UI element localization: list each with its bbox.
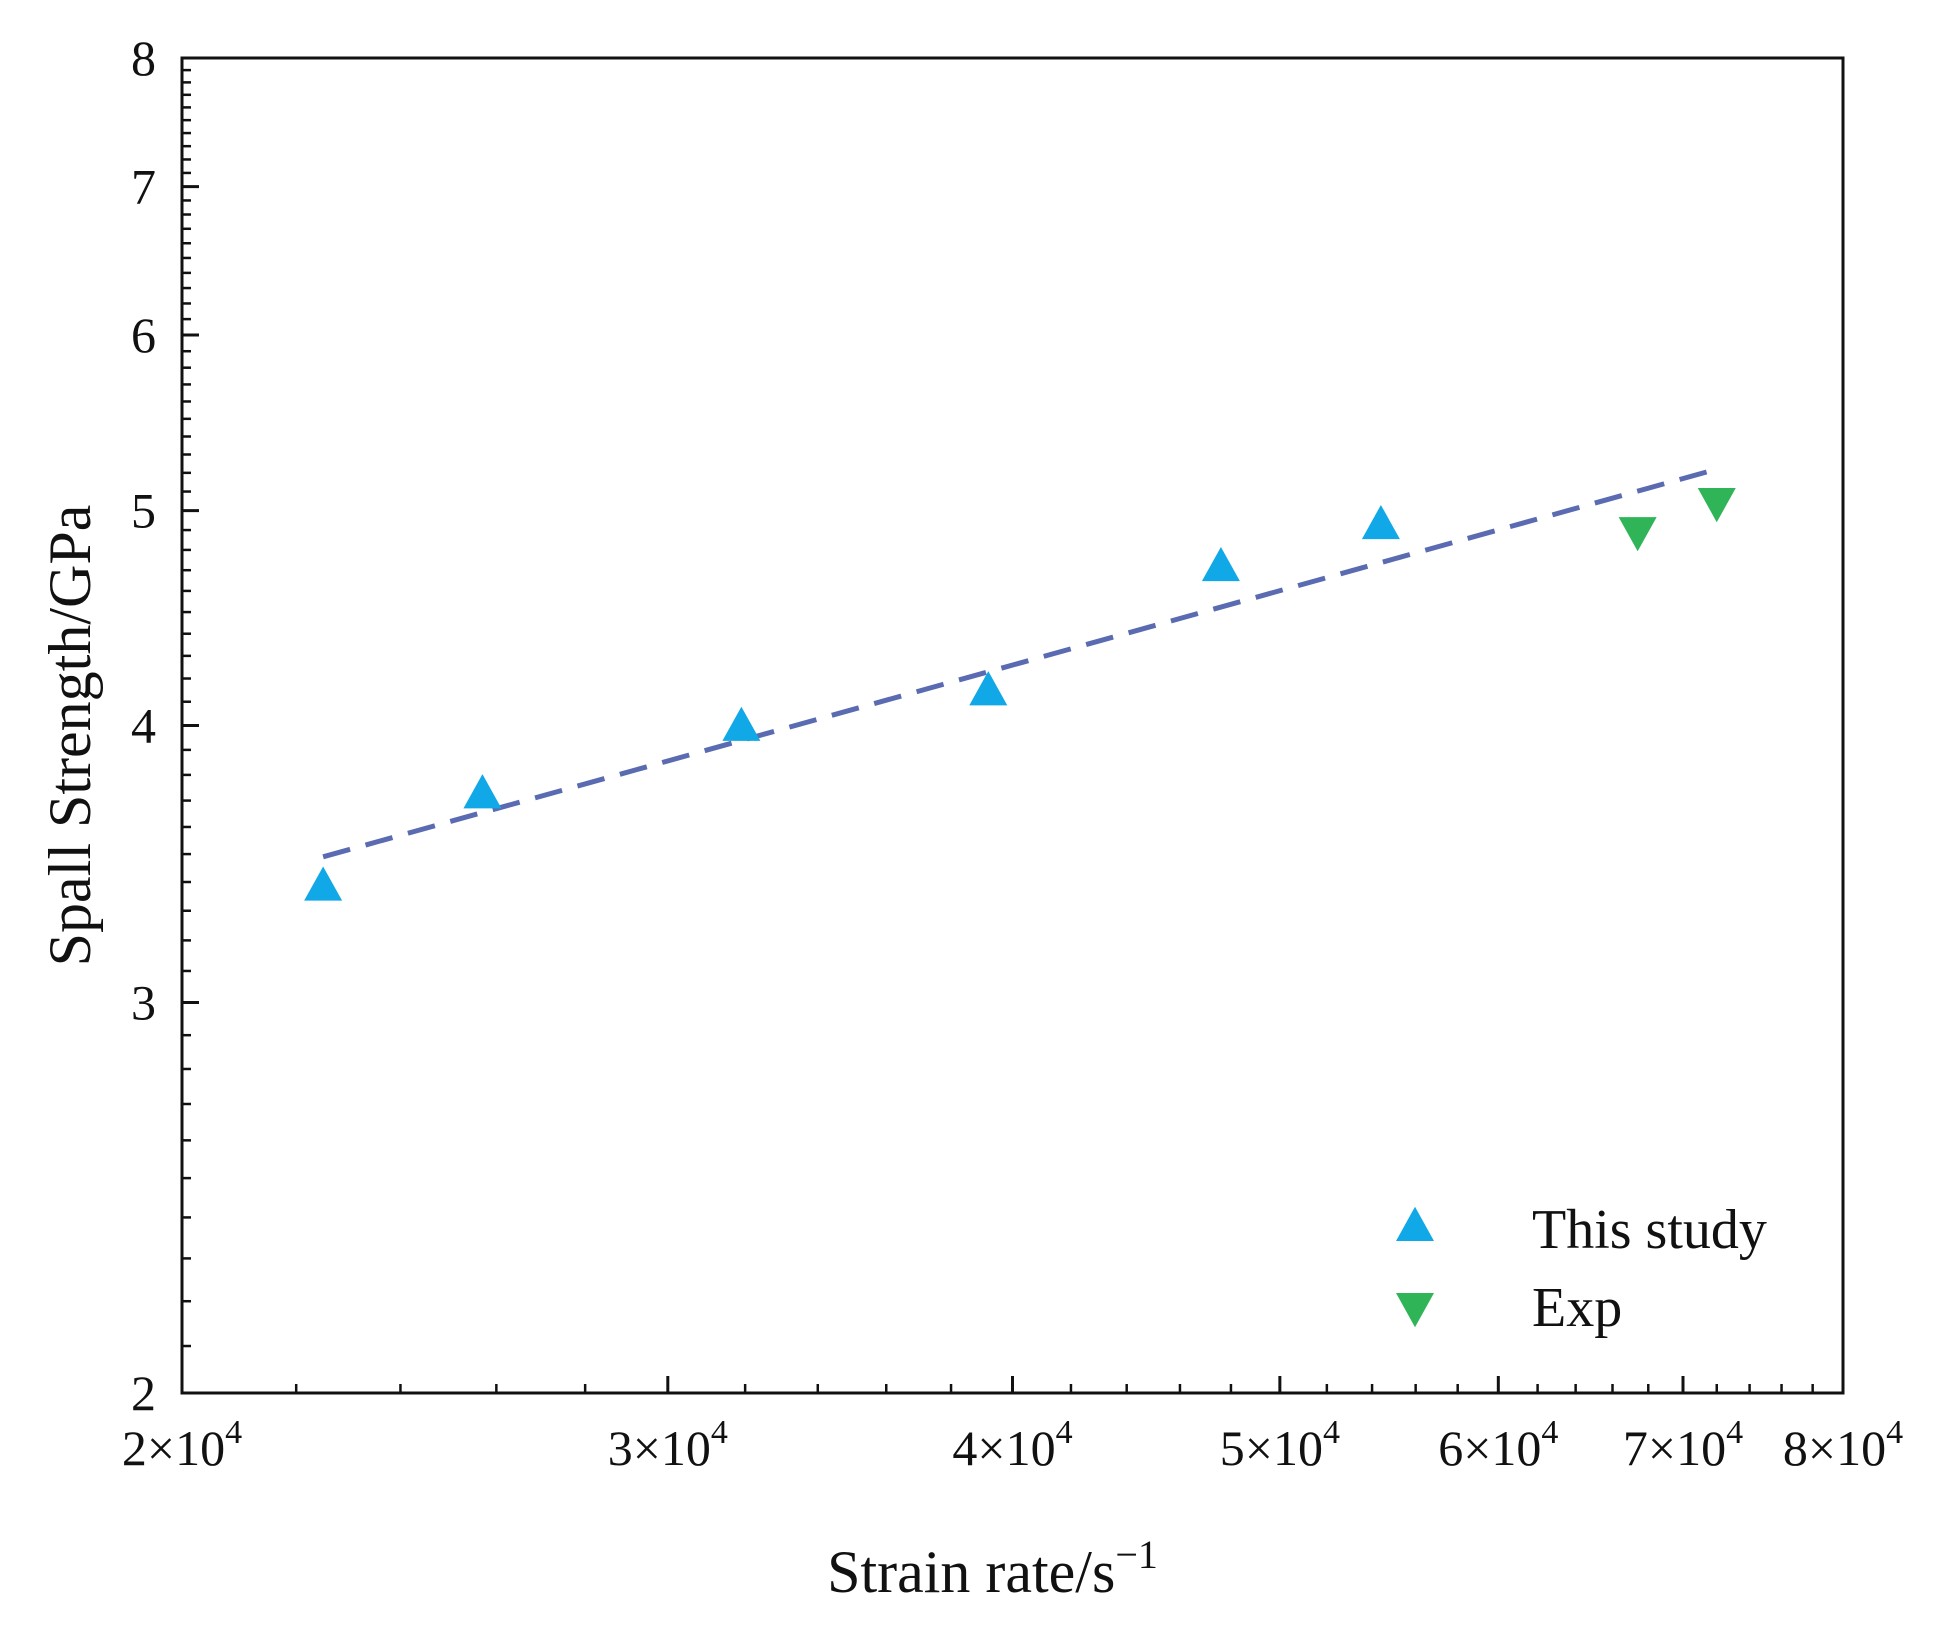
y-tick-label: 8 (131, 30, 156, 86)
x-tick-label-exponent: 4 (1323, 1414, 1340, 1451)
legend-this-study-label: This study (1532, 1199, 1767, 1261)
y-tick-label: 3 (131, 975, 156, 1031)
fit-line-layer (322, 466, 1718, 860)
legend-exp-marker (1396, 1293, 1434, 1328)
x-axis-title-text: Strain rate/s (827, 1539, 1115, 1605)
y-tick-label: 6 (131, 307, 156, 363)
x-tick-label: 6×104 (1438, 1414, 1558, 1476)
this-study-point (969, 671, 1008, 706)
x-tick-label: 4×104 (952, 1414, 1072, 1476)
x-tick-label: 3×104 (608, 1414, 728, 1476)
this-study-point (1201, 546, 1240, 582)
this-study-point (304, 866, 343, 901)
this-study-point (722, 706, 761, 741)
y-tick-label: 4 (131, 698, 156, 754)
x-tick-label-base: 6×10 (1438, 1420, 1541, 1476)
x-tick-label-exponent: 4 (711, 1414, 728, 1451)
legend-exp-label: Exp (1532, 1277, 1622, 1339)
x-tick-label-base: 5×10 (1220, 1420, 1323, 1476)
x-tick-label-exponent: 4 (1541, 1414, 1558, 1451)
plot-frame (180, 56, 1845, 1395)
x-tick-label-base: 4×10 (952, 1420, 1055, 1476)
x-tick-label-exponent: 4 (1056, 1414, 1073, 1451)
legend: This study Exp (1396, 1199, 1767, 1339)
legend-this-study-marker (1396, 1206, 1434, 1241)
x-axis-title-superscript: −1 (1115, 1532, 1158, 1577)
y-tick-label: 5 (131, 483, 156, 539)
exp-point (1618, 517, 1657, 552)
x-tick-label: 5×104 (1220, 1414, 1340, 1476)
x-tick-label: 7×104 (1623, 1414, 1743, 1476)
x-tick-label: 2×104 (122, 1414, 242, 1476)
x-axis-title: Strain rate/s−1 (827, 1532, 1158, 1605)
minor-ticks (182, 68, 1814, 1393)
x-tick-label-base: 3×10 (608, 1420, 711, 1476)
y-axis-title: Spall Strength/GPa (37, 505, 103, 967)
data-points-layer (304, 488, 1736, 901)
y-tick-labels: 2 3 4 5 6 7 8 (131, 30, 156, 1421)
fit-line (322, 466, 1718, 860)
y-tick-label: 7 (131, 159, 156, 215)
x-tick-label-exponent: 4 (1886, 1414, 1903, 1451)
x-tick-label-exponent: 4 (225, 1414, 242, 1451)
x-tick-label-exponent: 4 (1726, 1414, 1743, 1451)
x-tick-labels: 2×104 3×104 4×104 5×104 6×104 7×104 8×104 (122, 1414, 1903, 1476)
x-tick-label: 8×104 (1783, 1414, 1903, 1476)
exp-point (1697, 488, 1736, 523)
this-study-point (1361, 504, 1400, 540)
x-tick-label-base: 2×10 (122, 1420, 225, 1476)
major-ticks (180, 56, 1845, 1395)
x-tick-label-base: 7×10 (1623, 1420, 1726, 1476)
y-tick-label: 2 (131, 1365, 156, 1421)
this-study-point (463, 774, 502, 809)
x-tick-label-base: 8×10 (1783, 1420, 1886, 1476)
